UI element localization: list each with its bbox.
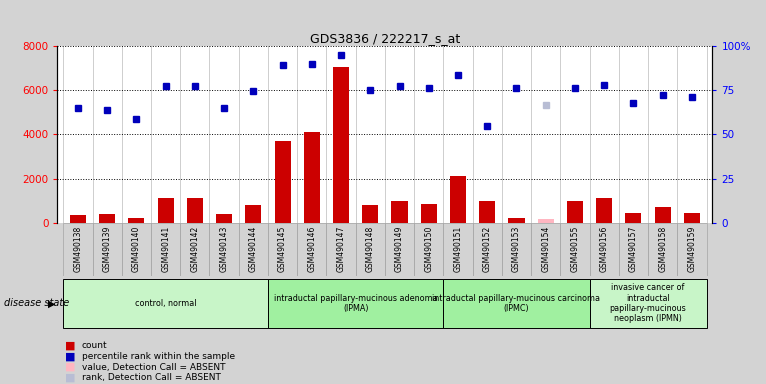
Text: ■: ■ bbox=[65, 341, 76, 351]
Text: GSM490153: GSM490153 bbox=[512, 225, 521, 272]
Text: value, Detection Call = ABSENT: value, Detection Call = ABSENT bbox=[82, 362, 225, 372]
Text: GSM490138: GSM490138 bbox=[74, 225, 83, 271]
Bar bbox=[391, 200, 408, 223]
Bar bbox=[531, 223, 561, 276]
Bar bbox=[239, 223, 268, 276]
Text: ■: ■ bbox=[65, 362, 76, 372]
Bar bbox=[421, 204, 437, 223]
Text: GSM490151: GSM490151 bbox=[453, 225, 463, 271]
Bar bbox=[326, 223, 355, 276]
Bar bbox=[596, 199, 612, 223]
Text: GSM490154: GSM490154 bbox=[542, 225, 550, 272]
Bar bbox=[245, 205, 261, 223]
Bar bbox=[590, 223, 619, 276]
Bar bbox=[187, 199, 203, 223]
Bar bbox=[502, 223, 531, 276]
Bar bbox=[450, 176, 466, 223]
Text: invasive cancer of
intraductal
papillary-mucinous
neoplasm (IPMN): invasive cancer of intraductal papillary… bbox=[610, 283, 686, 323]
Text: disease state: disease state bbox=[4, 298, 69, 308]
Title: GDS3836 / 222217_s_at: GDS3836 / 222217_s_at bbox=[309, 32, 460, 45]
Bar bbox=[567, 200, 583, 223]
Text: GSM490148: GSM490148 bbox=[366, 225, 375, 271]
Bar bbox=[480, 200, 496, 223]
Bar bbox=[180, 223, 209, 276]
Bar bbox=[99, 214, 115, 223]
Bar bbox=[590, 279, 706, 328]
Bar bbox=[561, 223, 590, 276]
Text: GSM490141: GSM490141 bbox=[161, 225, 170, 271]
Text: GSM490146: GSM490146 bbox=[307, 225, 316, 272]
Bar bbox=[70, 215, 86, 223]
Text: GSM490147: GSM490147 bbox=[336, 225, 345, 272]
Text: GSM490139: GSM490139 bbox=[103, 225, 112, 272]
Text: GSM490149: GSM490149 bbox=[395, 225, 404, 272]
Text: control, normal: control, normal bbox=[135, 299, 196, 308]
Text: GSM490145: GSM490145 bbox=[278, 225, 287, 272]
Bar bbox=[619, 223, 648, 276]
Bar bbox=[93, 223, 122, 276]
Bar bbox=[509, 218, 525, 223]
Text: GSM490142: GSM490142 bbox=[191, 225, 199, 271]
Text: GSM490159: GSM490159 bbox=[687, 225, 696, 272]
Bar bbox=[648, 223, 677, 276]
Bar bbox=[473, 223, 502, 276]
Bar bbox=[677, 223, 706, 276]
Text: GSM490158: GSM490158 bbox=[658, 225, 667, 271]
Text: ■: ■ bbox=[65, 373, 76, 383]
Bar bbox=[304, 132, 320, 223]
Bar bbox=[129, 218, 145, 223]
Bar bbox=[274, 141, 290, 223]
Text: ▶: ▶ bbox=[48, 298, 56, 308]
Text: count: count bbox=[82, 341, 107, 350]
Bar bbox=[64, 279, 268, 328]
Bar bbox=[151, 223, 180, 276]
Bar bbox=[655, 207, 671, 223]
Bar bbox=[362, 205, 378, 223]
Text: GSM490152: GSM490152 bbox=[483, 225, 492, 271]
Bar bbox=[268, 279, 444, 328]
Bar bbox=[158, 199, 174, 223]
Bar bbox=[444, 223, 473, 276]
Text: percentile rank within the sample: percentile rank within the sample bbox=[82, 352, 235, 361]
Text: GSM490140: GSM490140 bbox=[132, 225, 141, 272]
Text: GSM490143: GSM490143 bbox=[220, 225, 228, 272]
Bar bbox=[684, 213, 700, 223]
Text: ■: ■ bbox=[65, 351, 76, 361]
Text: intraductal papillary-mucinous adenoma
(IPMA): intraductal papillary-mucinous adenoma (… bbox=[274, 294, 437, 313]
Bar bbox=[122, 223, 151, 276]
Bar bbox=[444, 279, 590, 328]
Bar bbox=[355, 223, 385, 276]
Text: GSM490155: GSM490155 bbox=[571, 225, 579, 272]
Bar bbox=[333, 67, 349, 223]
Text: GSM490157: GSM490157 bbox=[629, 225, 638, 272]
Text: rank, Detection Call = ABSENT: rank, Detection Call = ABSENT bbox=[82, 373, 221, 382]
Bar bbox=[216, 214, 232, 223]
Text: GSM490144: GSM490144 bbox=[249, 225, 258, 272]
Bar bbox=[385, 223, 414, 276]
Bar bbox=[64, 223, 93, 276]
Bar bbox=[538, 219, 554, 223]
Bar bbox=[268, 223, 297, 276]
Bar bbox=[625, 213, 641, 223]
Text: intraductal papillary-mucinous carcinoma
(IPMC): intraductal papillary-mucinous carcinoma… bbox=[433, 294, 601, 313]
Bar bbox=[297, 223, 326, 276]
Bar bbox=[414, 223, 444, 276]
Bar bbox=[209, 223, 239, 276]
Text: GSM490150: GSM490150 bbox=[424, 225, 434, 272]
Text: GSM490156: GSM490156 bbox=[600, 225, 609, 272]
